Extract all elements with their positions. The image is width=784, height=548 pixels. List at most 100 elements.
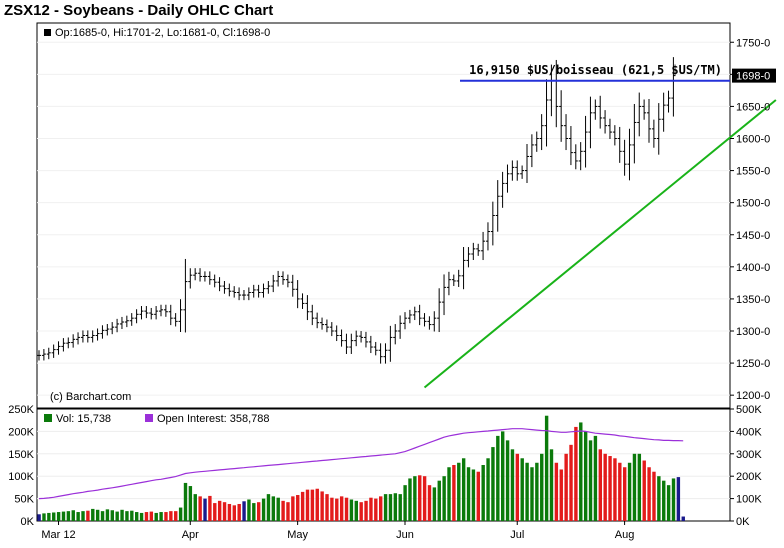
volume-bar — [598, 449, 602, 521]
volume-bar — [286, 502, 290, 521]
volume-bar — [144, 512, 149, 521]
volume-bar — [232, 505, 236, 521]
x-tick-label: Jul — [510, 529, 524, 541]
x-tick-label: Apr — [182, 529, 199, 541]
volume-bar — [252, 503, 256, 521]
open-interest-line — [38, 428, 684, 500]
volume-bar — [115, 511, 119, 521]
x-tick-label: Jun — [396, 529, 414, 541]
ohlc-bar — [241, 289, 246, 301]
volume-bar — [457, 462, 461, 521]
ohlc-bar — [578, 142, 583, 171]
volume-y-tick-label: 0K — [21, 516, 35, 528]
ohlc-bar — [61, 338, 66, 352]
price-panel — [36, 22, 731, 409]
ohlc-bar — [339, 329, 344, 347]
volume-bar — [188, 486, 193, 521]
watermark: (c) Barchart.com — [50, 391, 131, 403]
volume-bar — [525, 462, 529, 521]
ohlc-bar — [139, 306, 144, 320]
chart-title: ZSX12 - Soybeans - Daily OHLC Chart — [4, 2, 274, 19]
volume-bar — [257, 502, 261, 521]
ohlc-bar — [95, 328, 100, 341]
ohlc-bar — [290, 274, 295, 297]
volume-bar — [52, 512, 56, 521]
volume-bar — [281, 500, 285, 521]
volume-bar — [676, 477, 681, 521]
ohlc-bar — [315, 312, 320, 329]
ohlc-bar — [256, 284, 261, 298]
volume-bar — [213, 503, 217, 521]
ohlc-series — [37, 57, 676, 364]
ohlc-bar — [46, 347, 51, 360]
ohlc-bar — [56, 341, 61, 355]
ohlc-bar — [505, 164, 510, 193]
volume-bar — [320, 491, 324, 521]
volume-bar — [666, 485, 671, 521]
ohlc-bar — [422, 313, 427, 327]
volume-y-tick-label: 100K — [8, 471, 34, 483]
ohlc-bar — [115, 318, 120, 333]
ohlc-bar — [232, 286, 237, 298]
price-gridlines — [37, 41, 730, 396]
ohlc-bar — [534, 131, 539, 152]
volume-bar — [593, 435, 598, 521]
volume-bar — [447, 467, 451, 521]
oi-y-tick-label: 100K — [736, 494, 762, 506]
volume-bar — [501, 431, 505, 521]
volume-bar — [608, 456, 612, 521]
volume-bar — [544, 415, 549, 521]
oi-y-tick-label: 200K — [736, 471, 762, 483]
volume-bar — [476, 471, 480, 521]
ohlc-bar — [539, 114, 544, 151]
volume-bar — [491, 447, 495, 521]
ohlc-bar — [329, 322, 334, 337]
ohlc-bar — [383, 343, 388, 364]
volume-bar — [266, 494, 271, 521]
volume-bar — [227, 503, 232, 521]
volume-bar — [618, 462, 622, 521]
ohlc-bar — [544, 79, 549, 147]
volume-bar — [325, 494, 329, 521]
ohlc-bar — [627, 128, 632, 181]
price-y-tick-label: 1300-0 — [736, 326, 770, 338]
ohlc-bar — [432, 311, 437, 332]
volume-bar — [130, 510, 134, 521]
ohlc-bar — [651, 119, 656, 148]
volume-bar — [310, 489, 315, 521]
oi-y-tick-label: 300K — [736, 449, 762, 461]
ohlc-bar — [193, 268, 198, 281]
volume-bar — [247, 499, 251, 521]
ohlc-bar — [90, 330, 95, 343]
ohlc-bar — [105, 323, 110, 336]
ohlc-bar — [202, 271, 207, 282]
ohlc-bar — [198, 268, 203, 282]
volume-bar — [56, 512, 61, 521]
ohlc-bar — [520, 165, 525, 179]
x-tick-label: Mar 12 — [41, 529, 75, 541]
ohlc-bar — [661, 92, 666, 132]
volume-bar — [261, 498, 266, 521]
price-y-tick-label: 1400-0 — [736, 262, 770, 274]
ohlc-bar — [305, 295, 310, 321]
volume-bar — [637, 453, 642, 521]
volume-bar — [47, 512, 51, 521]
oi-y-tick-label: 500K — [736, 404, 762, 416]
volume-bar — [120, 509, 124, 521]
ohlc-bar — [344, 333, 349, 354]
ohlc-bar — [373, 341, 378, 356]
volume-bar — [81, 511, 85, 521]
volume-bar — [403, 485, 407, 521]
volume-bar — [178, 507, 183, 521]
oi-legend-square — [145, 414, 153, 422]
volume-bar — [37, 514, 41, 521]
ohlc-bar — [403, 312, 407, 330]
ohlc-bar — [251, 284, 256, 298]
volume-bar — [169, 511, 173, 521]
ohlc-bar — [281, 271, 285, 285]
ohlc-bar — [37, 350, 41, 361]
volume-bar — [305, 489, 310, 521]
volume-bar — [681, 516, 685, 521]
volume-bar — [540, 453, 544, 521]
